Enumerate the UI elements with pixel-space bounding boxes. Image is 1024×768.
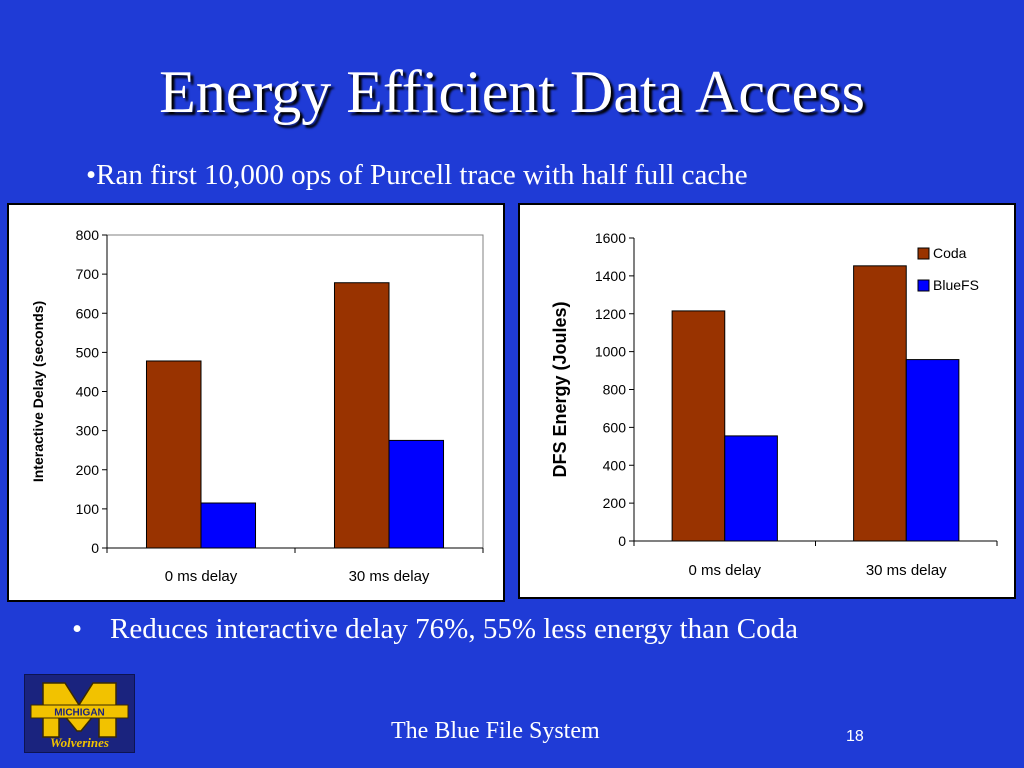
result-bullet: • Reduces interactive delay 76%, 55% less…	[72, 612, 798, 647]
x-category-label: 0 ms delay	[165, 568, 238, 585]
michigan-logo: MICHIGAN Wolverines	[24, 674, 135, 753]
y-tick-label: 500	[76, 344, 100, 360]
y-tick-label: 1000	[595, 344, 626, 360]
delay-chart-panel: 0 100 200 300 400 500 600 700 800 0 ms delay 30 ms…	[7, 203, 505, 602]
bar-bluefs	[388, 439, 445, 549]
bar-bluefs	[905, 359, 960, 542]
y-tick-label: 1200	[595, 306, 626, 322]
footer-text: The Blue File System	[391, 718, 600, 744]
slide-title: Energy Efficient Data Access	[159, 59, 865, 125]
y-axis-label: DFS Energy (Joules)	[550, 301, 570, 477]
y-tick-label: 700	[76, 266, 100, 282]
page-number: 18	[846, 728, 864, 745]
slide-subtitle: •Ran first 10,000 ops of Purcell trace w…	[86, 159, 748, 191]
legend-label: BlueFS	[933, 277, 979, 293]
delay-chart: 0 100 200 300 400 500 600 700 800 0 ms delay 30 ms…	[30, 227, 484, 585]
y-tick-label: 800	[603, 382, 627, 398]
bar-bluefs	[200, 502, 257, 549]
y-tick-label: 1400	[595, 268, 626, 284]
legend-swatch	[917, 247, 930, 260]
y-tick-label: 200	[603, 495, 627, 511]
bar-coda	[853, 265, 907, 542]
y-tick-label: 200	[76, 462, 100, 478]
energy-chart: 0 200 400 600 800 1000 1200 1400 1600 0 ms delay 3…	[550, 230, 998, 579]
bar-bluefs	[724, 435, 778, 542]
svg-text:Wolverines: Wolverines	[50, 735, 109, 750]
y-tick-label: 1600	[595, 230, 626, 246]
y-tick-label: 400	[76, 384, 100, 400]
bar-coda	[145, 360, 202, 549]
y-tick-label: 600	[76, 305, 100, 321]
bullet-marker: •	[72, 613, 83, 645]
bar-coda	[671, 310, 726, 542]
y-tick-label: 100	[76, 501, 100, 517]
svg-text:MICHIGAN: MICHIGAN	[54, 708, 105, 719]
y-tick-label: 800	[76, 227, 100, 243]
x-category-label: 0 ms delay	[688, 562, 761, 579]
x-category-label: 30 ms delay	[866, 562, 947, 579]
y-tick-label: 400	[603, 457, 627, 473]
y-tick-label: 0	[618, 533, 626, 549]
energy-chart-panel: 0 200 400 600 800 1000 1200 1400 1600 0 ms delay 3…	[518, 203, 1016, 599]
y-tick-label: 300	[76, 423, 100, 439]
result-bullet-text: Reduces interactive delay 76%, 55% less …	[110, 613, 798, 645]
legend-swatch	[917, 279, 930, 292]
y-axis-label: Interactive Delay (seconds)	[30, 301, 46, 482]
x-category-label: 30 ms delay	[349, 568, 430, 585]
y-tick-label: 600	[603, 419, 627, 435]
legend-label: Coda	[933, 245, 967, 261]
y-tick-label: 0	[91, 540, 99, 556]
bar-coda	[333, 282, 390, 549]
